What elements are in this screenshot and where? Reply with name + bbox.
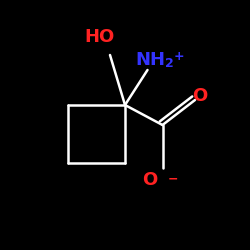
Text: +: + — [174, 50, 184, 63]
Text: NH: NH — [135, 51, 165, 69]
Text: O: O — [192, 87, 208, 105]
Text: HO: HO — [85, 28, 115, 46]
Text: O: O — [142, 171, 158, 189]
Text: 2: 2 — [165, 57, 174, 70]
Text: −: − — [168, 172, 178, 185]
